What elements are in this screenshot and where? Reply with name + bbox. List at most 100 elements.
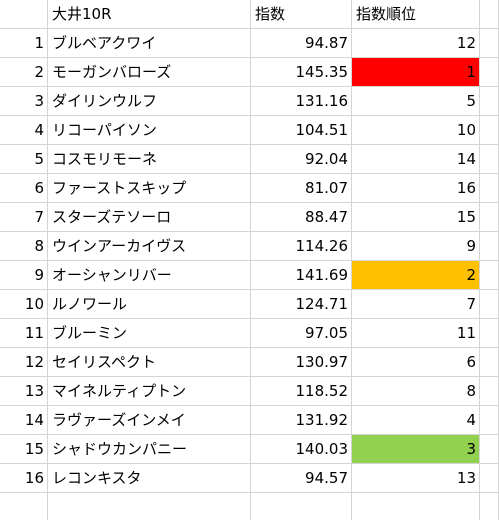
empty-cell[interactable] bbox=[480, 29, 499, 58]
header-cell-race[interactable]: 大井10R bbox=[48, 0, 251, 29]
index-rank-cell[interactable]: 13 bbox=[352, 464, 480, 493]
table-row: 1 ブルベアクワイ 94.87 12 bbox=[0, 29, 499, 58]
empty-cell[interactable] bbox=[480, 203, 499, 232]
empty-cell[interactable] bbox=[480, 261, 499, 290]
horse-name-cell[interactable]: ファーストスキップ bbox=[48, 174, 251, 203]
table-row: 13 マイネルティプトン 118.52 8 bbox=[0, 377, 499, 406]
horse-name-cell[interactable]: オーシャンリバー bbox=[48, 261, 251, 290]
index-rank-cell-highlighted[interactable]: 3 bbox=[352, 435, 480, 464]
table-row: 7 スターズテソーロ 88.47 15 bbox=[0, 203, 499, 232]
horse-number-cell[interactable]: 8 bbox=[0, 232, 48, 261]
index-value-cell[interactable]: 141.69 bbox=[251, 261, 352, 290]
index-rank-cell[interactable]: 8 bbox=[352, 377, 480, 406]
empty-cell[interactable] bbox=[48, 493, 251, 520]
empty-cell[interactable] bbox=[480, 464, 499, 493]
horse-name-cell[interactable]: シャドウカンパニー bbox=[48, 435, 251, 464]
horse-number-cell[interactable]: 15 bbox=[0, 435, 48, 464]
index-rank-cell-highlighted[interactable]: 1 bbox=[352, 58, 480, 87]
horse-number-cell[interactable]: 1 bbox=[0, 29, 48, 58]
horse-name-cell[interactable]: コスモリモーネ bbox=[48, 145, 251, 174]
empty-cell[interactable] bbox=[480, 319, 499, 348]
index-rank-cell[interactable]: 14 bbox=[352, 145, 480, 174]
empty-cell[interactable] bbox=[480, 87, 499, 116]
horse-number-cell[interactable]: 2 bbox=[0, 58, 48, 87]
index-rank-cell[interactable]: 6 bbox=[352, 348, 480, 377]
header-cell-a[interactable] bbox=[0, 0, 48, 29]
header-cell-rank[interactable]: 指数順位 bbox=[352, 0, 480, 29]
horse-name-cell[interactable]: スターズテソーロ bbox=[48, 203, 251, 232]
index-rank-cell[interactable]: 12 bbox=[352, 29, 480, 58]
header-cell-empty[interactable] bbox=[480, 0, 499, 29]
horse-number-cell[interactable]: 14 bbox=[0, 406, 48, 435]
index-value-cell[interactable]: 88.47 bbox=[251, 203, 352, 232]
empty-cell[interactable] bbox=[480, 377, 499, 406]
index-value-cell[interactable]: 130.97 bbox=[251, 348, 352, 377]
horse-name-cell[interactable]: ルノワール bbox=[48, 290, 251, 319]
index-value-cell[interactable]: 92.04 bbox=[251, 145, 352, 174]
empty-cell[interactable] bbox=[480, 145, 499, 174]
horse-number-cell[interactable]: 4 bbox=[0, 116, 48, 145]
horse-number-cell[interactable]: 11 bbox=[0, 319, 48, 348]
horse-number-cell[interactable]: 7 bbox=[0, 203, 48, 232]
empty-cell[interactable] bbox=[480, 174, 499, 203]
horse-number-cell[interactable]: 3 bbox=[0, 87, 48, 116]
table-row: 12 セイリスペクト 130.97 6 bbox=[0, 348, 499, 377]
index-rank-cell[interactable]: 16 bbox=[352, 174, 480, 203]
index-rank-cell[interactable]: 10 bbox=[352, 116, 480, 145]
empty-cell[interactable] bbox=[251, 493, 352, 520]
horse-number-cell[interactable]: 6 bbox=[0, 174, 48, 203]
index-rank-cell[interactable]: 9 bbox=[352, 232, 480, 261]
horse-number-cell[interactable]: 13 bbox=[0, 377, 48, 406]
index-rank-cell[interactable]: 4 bbox=[352, 406, 480, 435]
empty-cell[interactable] bbox=[480, 58, 499, 87]
table-row: 9 オーシャンリバー 141.69 2 bbox=[0, 261, 499, 290]
index-value-cell[interactable]: 145.35 bbox=[251, 58, 352, 87]
empty-cell[interactable] bbox=[480, 290, 499, 319]
horse-number-cell[interactable]: 5 bbox=[0, 145, 48, 174]
table-row: 14 ラヴァーズインメイ 131.92 4 bbox=[0, 406, 499, 435]
index-rank-cell[interactable]: 11 bbox=[352, 319, 480, 348]
empty-cell[interactable] bbox=[480, 435, 499, 464]
index-value-cell[interactable]: 131.16 bbox=[251, 87, 352, 116]
horse-name-cell[interactable]: ラヴァーズインメイ bbox=[48, 406, 251, 435]
index-rank-cell[interactable]: 7 bbox=[352, 290, 480, 319]
index-rank-cell[interactable]: 15 bbox=[352, 203, 480, 232]
header-cell-index[interactable]: 指数 bbox=[251, 0, 352, 29]
index-value-cell[interactable]: 114.26 bbox=[251, 232, 352, 261]
index-value-cell[interactable]: 94.87 bbox=[251, 29, 352, 58]
index-value-cell[interactable]: 81.07 bbox=[251, 174, 352, 203]
index-rank-cell[interactable]: 5 bbox=[352, 87, 480, 116]
index-value-cell[interactable]: 94.57 bbox=[251, 464, 352, 493]
index-rank-cell-highlighted[interactable]: 2 bbox=[352, 261, 480, 290]
horse-name-cell[interactable]: セイリスペクト bbox=[48, 348, 251, 377]
header-row: 大井10R 指数 指数順位 bbox=[0, 0, 499, 29]
empty-cell[interactable] bbox=[480, 116, 499, 145]
empty-cell[interactable] bbox=[480, 348, 499, 377]
horse-name-cell[interactable]: ブルーミン bbox=[48, 319, 251, 348]
empty-cell[interactable] bbox=[352, 493, 480, 520]
index-value-cell[interactable]: 131.92 bbox=[251, 406, 352, 435]
index-value-cell[interactable]: 104.51 bbox=[251, 116, 352, 145]
horse-name-cell[interactable]: マイネルティプトン bbox=[48, 377, 251, 406]
index-value-cell[interactable]: 140.03 bbox=[251, 435, 352, 464]
horse-number-cell[interactable]: 9 bbox=[0, 261, 48, 290]
horse-number-cell[interactable]: 10 bbox=[0, 290, 48, 319]
table-row: 6 ファーストスキップ 81.07 16 bbox=[0, 174, 499, 203]
index-value-cell[interactable]: 97.05 bbox=[251, 319, 352, 348]
horse-name-cell[interactable]: ウインアーカイヴス bbox=[48, 232, 251, 261]
empty-cell[interactable] bbox=[480, 232, 499, 261]
horse-name-cell[interactable]: ダイリンウルフ bbox=[48, 87, 251, 116]
table-row: 3 ダイリンウルフ 131.16 5 bbox=[0, 87, 499, 116]
index-value-cell[interactable]: 124.71 bbox=[251, 290, 352, 319]
horse-name-cell[interactable]: ブルベアクワイ bbox=[48, 29, 251, 58]
horse-name-cell[interactable]: リコーパイソン bbox=[48, 116, 251, 145]
empty-cell[interactable] bbox=[480, 493, 499, 520]
empty-cell[interactable] bbox=[480, 406, 499, 435]
horse-number-cell[interactable]: 12 bbox=[0, 348, 48, 377]
horse-name-cell[interactable]: モーガンバローズ bbox=[48, 58, 251, 87]
empty-cell[interactable] bbox=[0, 493, 48, 520]
index-value-cell[interactable]: 118.52 bbox=[251, 377, 352, 406]
horse-name-cell[interactable]: レコンキスタ bbox=[48, 464, 251, 493]
horse-number-cell[interactable]: 16 bbox=[0, 464, 48, 493]
